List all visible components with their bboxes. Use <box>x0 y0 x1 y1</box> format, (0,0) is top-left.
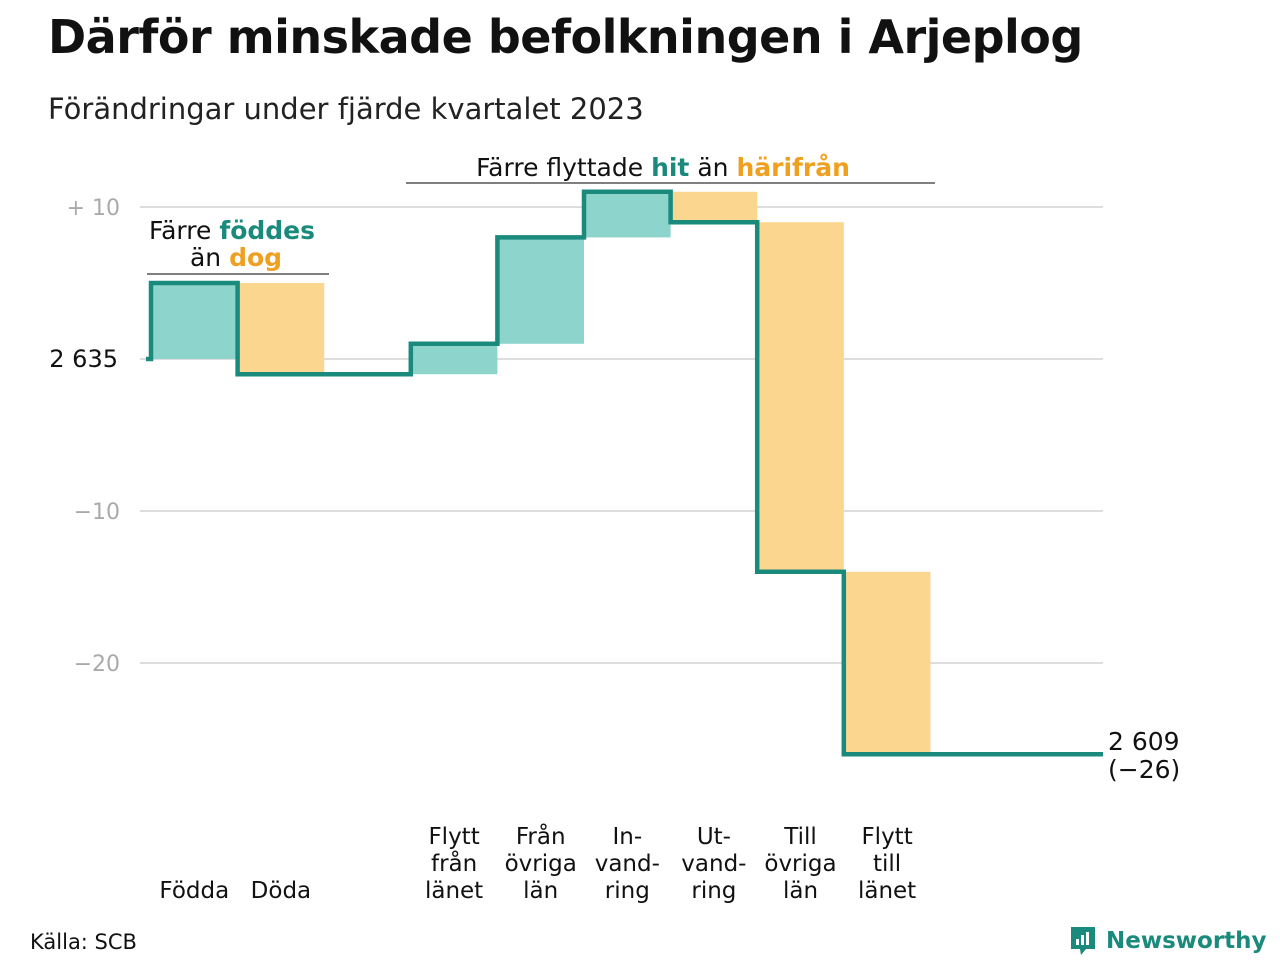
category-label: Döda <box>251 878 311 904</box>
annotation-green-word: föddes <box>219 216 315 245</box>
end-value-label: 2 609 <box>1108 727 1180 756</box>
y-tick-label: −10 <box>74 500 120 525</box>
step-line-path <box>146 189 1103 757</box>
y-tick-label: + 10 <box>67 196 120 221</box>
category-label: In- <box>612 824 642 850</box>
category-label: övriga <box>764 851 836 877</box>
category-label: Flytt <box>861 824 912 850</box>
annotation-orange-word: härifrån <box>736 153 849 182</box>
annotation-text: än <box>689 153 736 182</box>
y-tick-label: −20 <box>74 652 120 677</box>
end-change-label: (−26) <box>1108 755 1180 784</box>
category-label: ring <box>605 878 650 904</box>
annotation-text: Färre <box>149 216 219 245</box>
bars <box>151 191 931 755</box>
category-label: Flytt <box>428 824 479 850</box>
annotation-births-line2: än dog <box>190 243 282 272</box>
bar <box>843 571 931 755</box>
chart-title: Därför minskade befolkningen i Arjeplog <box>48 10 1083 64</box>
step-line: 2 609(−26) <box>146 189 1180 784</box>
waterfall-chart: + 10 −10 −20 2 635 2 609(−26) Födda Döda Flyt… <box>49 153 1180 904</box>
category-label: från <box>431 849 477 877</box>
annotation-green-word: hit <box>651 153 689 182</box>
bar <box>497 237 584 344</box>
brand-logo: Newsworthy <box>1068 924 1267 958</box>
source-note: Källa: SCB <box>30 930 137 954</box>
category-label: vand- <box>681 851 746 877</box>
bar <box>151 283 238 359</box>
category-label: Från <box>516 822 566 850</box>
bar <box>410 343 498 375</box>
bar <box>237 283 325 375</box>
annotation-text: Färre flyttade <box>476 153 651 182</box>
category-label: Ut- <box>697 824 731 850</box>
chart-subtitle: Förändringar under fjärde kvartalet 2023 <box>48 92 644 126</box>
start-value-label: 2 635 <box>49 345 118 373</box>
category-label: län <box>783 878 818 904</box>
category-label: till <box>873 851 901 877</box>
category-labels: Födda DödaFlyttfrånlänetFrånövrigalänIn-v… <box>159 822 916 904</box>
category-label: länet <box>425 878 483 904</box>
category-label: Födda <box>159 878 229 904</box>
category-label: vand- <box>595 851 660 877</box>
annotation-births-line1: Färre föddes <box>149 216 315 245</box>
bar <box>584 191 671 238</box>
brand-name: Newsworthy <box>1106 928 1267 954</box>
bar <box>670 191 758 223</box>
category-label: län <box>523 878 558 904</box>
bar <box>757 222 844 572</box>
category-label: övriga <box>505 851 577 877</box>
category-label: ring <box>691 878 736 904</box>
annotation-orange-word: dog <box>229 243 282 272</box>
newsworthy-icon <box>1071 927 1095 955</box>
annotation-migration: Färre flyttade hit än härifrån <box>476 153 850 182</box>
category-label: Till <box>783 824 817 850</box>
annotation-text: än <box>190 243 229 272</box>
category-label: länet <box>858 878 916 904</box>
